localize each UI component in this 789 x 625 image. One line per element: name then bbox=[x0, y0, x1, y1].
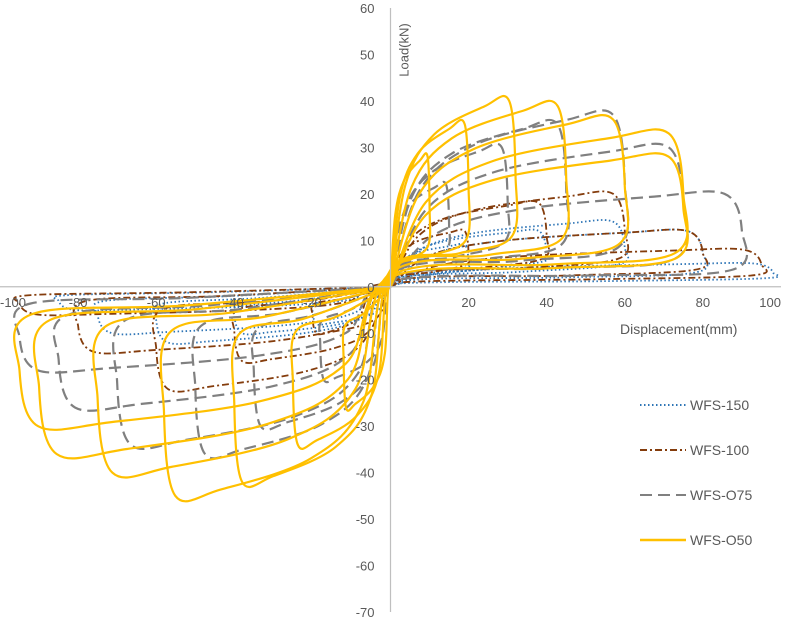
axes-layer bbox=[0, 8, 781, 612]
x-tick-label: 40 bbox=[539, 295, 553, 310]
y-tick-label: -20 bbox=[356, 373, 375, 388]
legend-label: WFS-100 bbox=[690, 442, 749, 458]
legend-label: WFS-150 bbox=[690, 397, 749, 413]
x-tick-label: -60 bbox=[147, 295, 166, 310]
legend: WFS-150 WFS-100 WFS-O75 WFS-O50 bbox=[640, 397, 752, 548]
hysteresis-loop bbox=[310, 228, 471, 336]
x-tick-label: 80 bbox=[696, 295, 710, 310]
hysteresis-loop bbox=[151, 219, 630, 345]
hysteresis-loop bbox=[159, 99, 570, 503]
x-axis-label: Displacement(mm) bbox=[620, 321, 737, 337]
x-tick-labels: -100 -80 -60 -40 -20 20 40 60 80 100 bbox=[0, 295, 781, 310]
legend-label: WFS-O75 bbox=[690, 487, 752, 503]
y-tick-label: 40 bbox=[360, 94, 374, 109]
y-tick-label: 10 bbox=[360, 233, 374, 248]
y-tick-label: 20 bbox=[360, 187, 374, 202]
y-tick-label: 30 bbox=[360, 140, 374, 155]
legend-label: WFS-O50 bbox=[690, 532, 752, 548]
y-tick-label: -30 bbox=[356, 419, 375, 434]
y-tick-label: 0 bbox=[367, 280, 374, 295]
hysteresis-loop bbox=[52, 262, 780, 312]
y-tick-label: -10 bbox=[356, 326, 375, 341]
y-axis-label: Load(kN) bbox=[397, 23, 412, 76]
y-tick-label: -60 bbox=[356, 559, 375, 574]
y-tick-label: 60 bbox=[360, 1, 374, 16]
x-tick-label: 100 bbox=[759, 295, 781, 310]
x-tick-label: 20 bbox=[461, 295, 475, 310]
y-tick-label: -40 bbox=[356, 466, 375, 481]
x-tick-label: -20 bbox=[303, 295, 322, 310]
y-tick-label: -70 bbox=[356, 605, 375, 620]
hysteresis-loop bbox=[92, 114, 630, 479]
y-tick-labels: 60 50 40 30 20 10 0 -10 -20 -30 -40 -50 -60 -70 bbox=[356, 1, 375, 620]
hysteresis-loop bbox=[13, 152, 689, 431]
y-tick-label: -50 bbox=[356, 512, 375, 527]
x-tick-label: -80 bbox=[69, 295, 88, 310]
curves-layer bbox=[13, 95, 780, 503]
x-tick-label: -40 bbox=[225, 295, 244, 310]
x-tick-label: -100 bbox=[0, 295, 26, 310]
x-tick-label: 60 bbox=[618, 295, 632, 310]
y-tick-label: 50 bbox=[360, 47, 374, 62]
